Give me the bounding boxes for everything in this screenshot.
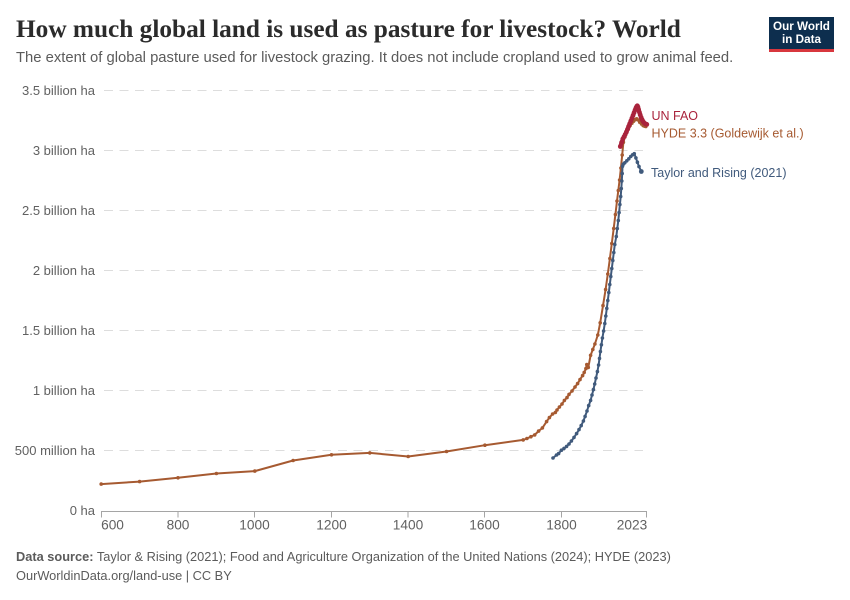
svg-text:0 ha: 0 ha xyxy=(70,503,96,518)
svg-text:UN FAO: UN FAO xyxy=(652,109,699,123)
svg-text:1200: 1200 xyxy=(316,518,347,533)
svg-text:3.5 billion ha: 3.5 billion ha xyxy=(22,83,96,98)
svg-text:1800: 1800 xyxy=(546,518,577,533)
svg-text:1000: 1000 xyxy=(239,518,270,533)
svg-text:500 million ha: 500 million ha xyxy=(15,443,96,458)
svg-text:1400: 1400 xyxy=(393,518,424,533)
svg-text:800: 800 xyxy=(167,518,190,533)
svg-text:3 billion ha: 3 billion ha xyxy=(33,143,96,158)
svg-text:2 billion ha: 2 billion ha xyxy=(33,263,96,278)
svg-text:Taylor and Rising (2021): Taylor and Rising (2021) xyxy=(651,166,787,180)
svg-text:600: 600 xyxy=(101,518,124,533)
svg-text:1.5 billion ha: 1.5 billion ha xyxy=(22,323,96,338)
svg-text:2.5 billion ha: 2.5 billion ha xyxy=(22,203,96,218)
svg-text:1600: 1600 xyxy=(469,518,500,533)
svg-text:1 billion ha: 1 billion ha xyxy=(33,383,96,398)
svg-text:2023: 2023 xyxy=(617,518,648,533)
svg-text:HYDE 3.3 (Goldewijk et al.): HYDE 3.3 (Goldewijk et al.) xyxy=(652,126,804,140)
